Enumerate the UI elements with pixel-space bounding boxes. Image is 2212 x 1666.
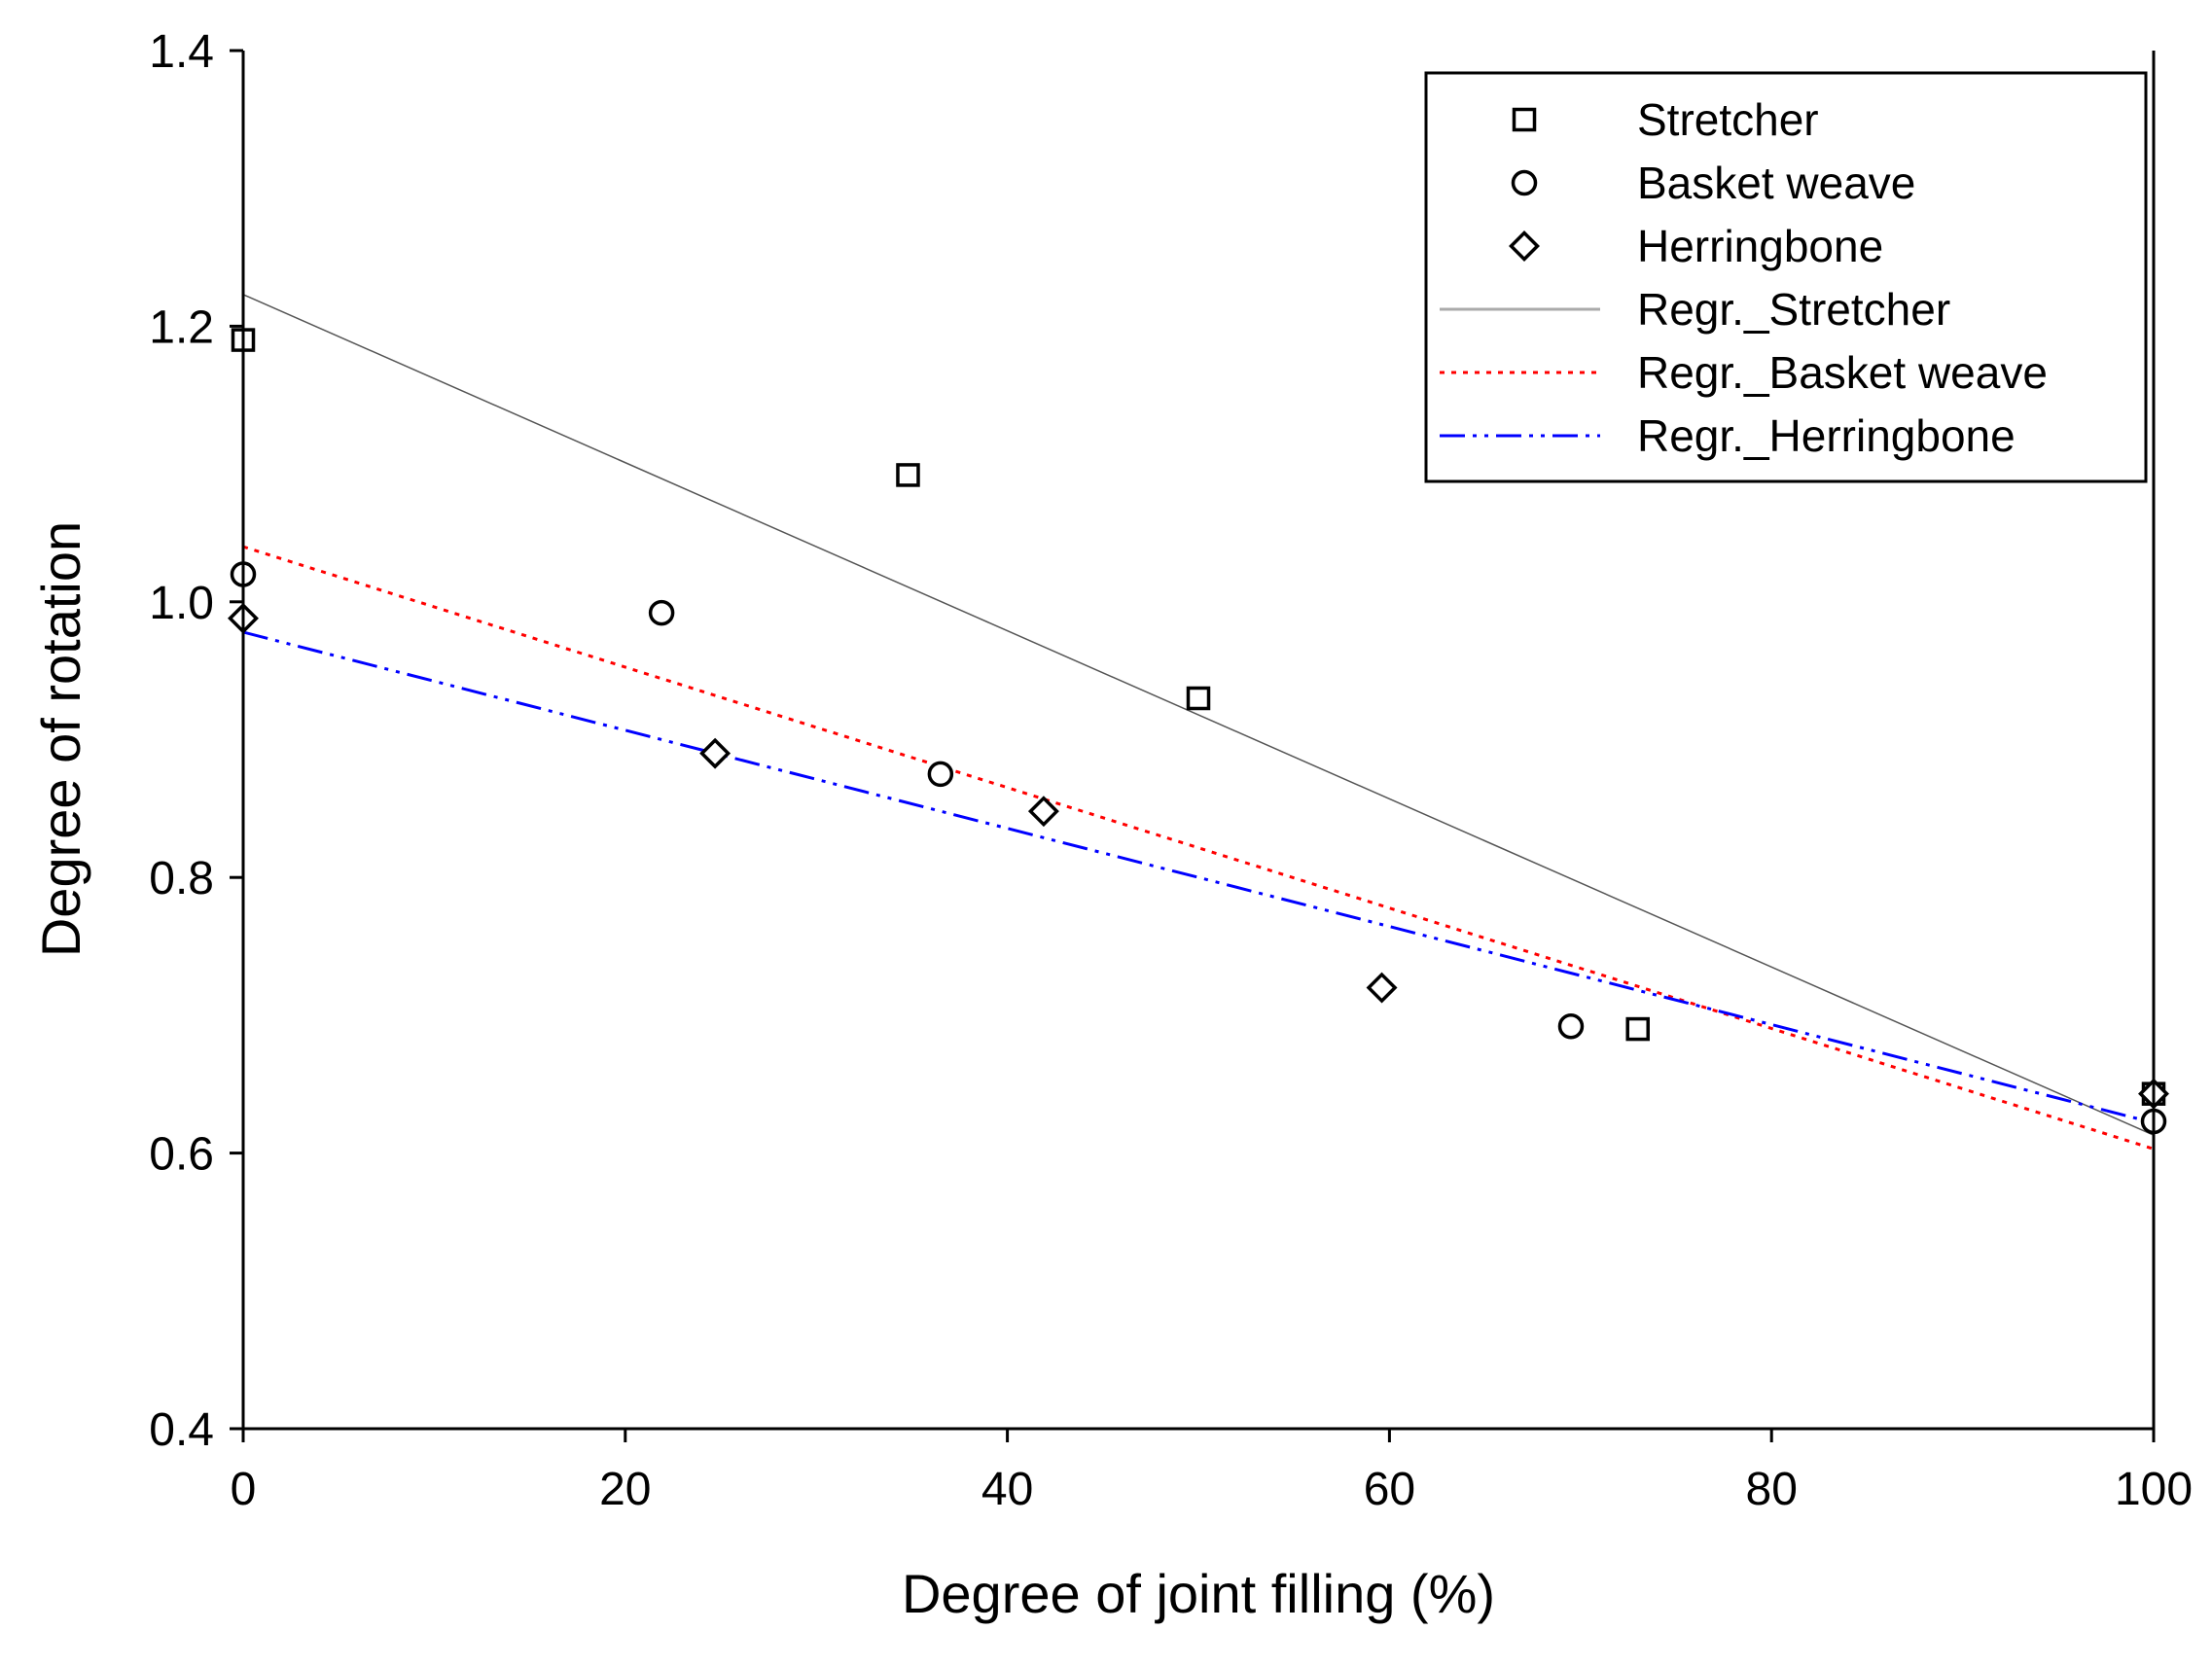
regression-line-1 [242,294,2155,1136]
legend-box [1424,71,2148,483]
data-point-circle-4 [1557,1012,1585,1040]
data-point-diamond-3 [1027,796,1059,828]
x-tick-label: 20 [599,1464,651,1515]
x-axis-label: Degree of joint filling (%) [902,1563,1495,1624]
y-tick-label: 1.4 [149,26,214,78]
data-point-square-4 [1625,1016,1650,1042]
x-tick-label: 80 [1746,1464,1798,1515]
x-tick-label: 100 [2115,1464,2193,1515]
data-markers [228,328,2169,1135]
data-point-diamond-4 [1366,972,1398,1004]
legend-label: Regr._Basket weave [1637,347,2048,398]
y-tick-label: 1.0 [149,578,214,629]
data-point-diamond-2 [699,737,731,769]
y-tick-label: 0.6 [149,1129,214,1181]
legend-symbol-diamond [1509,230,1540,262]
data-point-square-2 [896,463,920,487]
legend-label: Regr._Herringbone [1637,410,2016,461]
regression-line-3 [242,630,2155,1124]
data-point-square-3 [1186,686,1211,711]
legend-label: Herringbone [1637,221,1883,271]
axes [241,51,2156,1431]
legend-label: Stretcher [1637,94,1819,145]
y-tick-label: 0.8 [149,853,214,904]
data-point-circle-3 [927,761,954,788]
x-tick-label: 40 [981,1464,1033,1515]
legend-symbol-circle [1511,169,1538,196]
data-point-circle-2 [648,599,675,626]
y-axis-label: Degree of rotation [30,521,91,957]
x-tick-label: 60 [1364,1464,1415,1515]
y-tick-label: 0.4 [149,1404,214,1456]
y-tick-label: 1.2 [149,301,214,353]
ticks: 0 20 40 60 80 100 0.4 0.6 0.8 1.0 1.2 1.4 [149,26,2193,1515]
x-tick-label: 0 [231,1464,257,1515]
regression-line-2 [242,545,2155,1151]
legend: Stretcher Basket weave Herringbone Regr._St… [1424,71,2148,483]
legend-label: Regr._Stretcher [1637,284,1950,335]
legend-label: Basket weave [1637,158,1915,208]
legend-symbol-square [1512,107,1537,132]
regression-lines [242,294,2155,1151]
